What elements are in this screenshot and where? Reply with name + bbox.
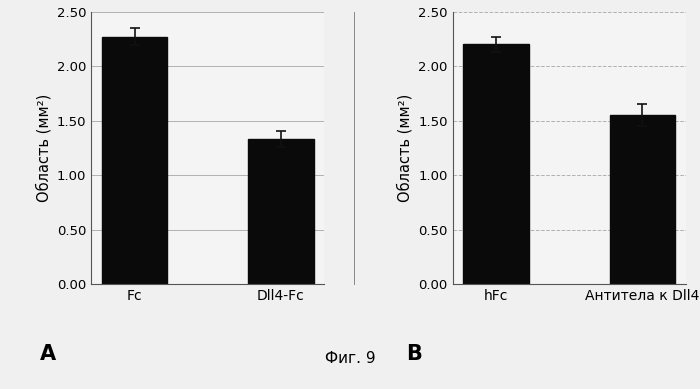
Text: B: B [406,344,422,364]
Y-axis label: Область (мм²): Область (мм²) [36,94,51,202]
Bar [463,44,529,284]
Y-axis label: Область (мм²): Область (мм²) [397,94,413,202]
Text: Фиг. 9: Фиг. 9 [325,350,375,366]
Bar [102,37,167,284]
Text: A: A [40,344,56,364]
Bar [248,139,314,284]
Bar [610,115,676,284]
